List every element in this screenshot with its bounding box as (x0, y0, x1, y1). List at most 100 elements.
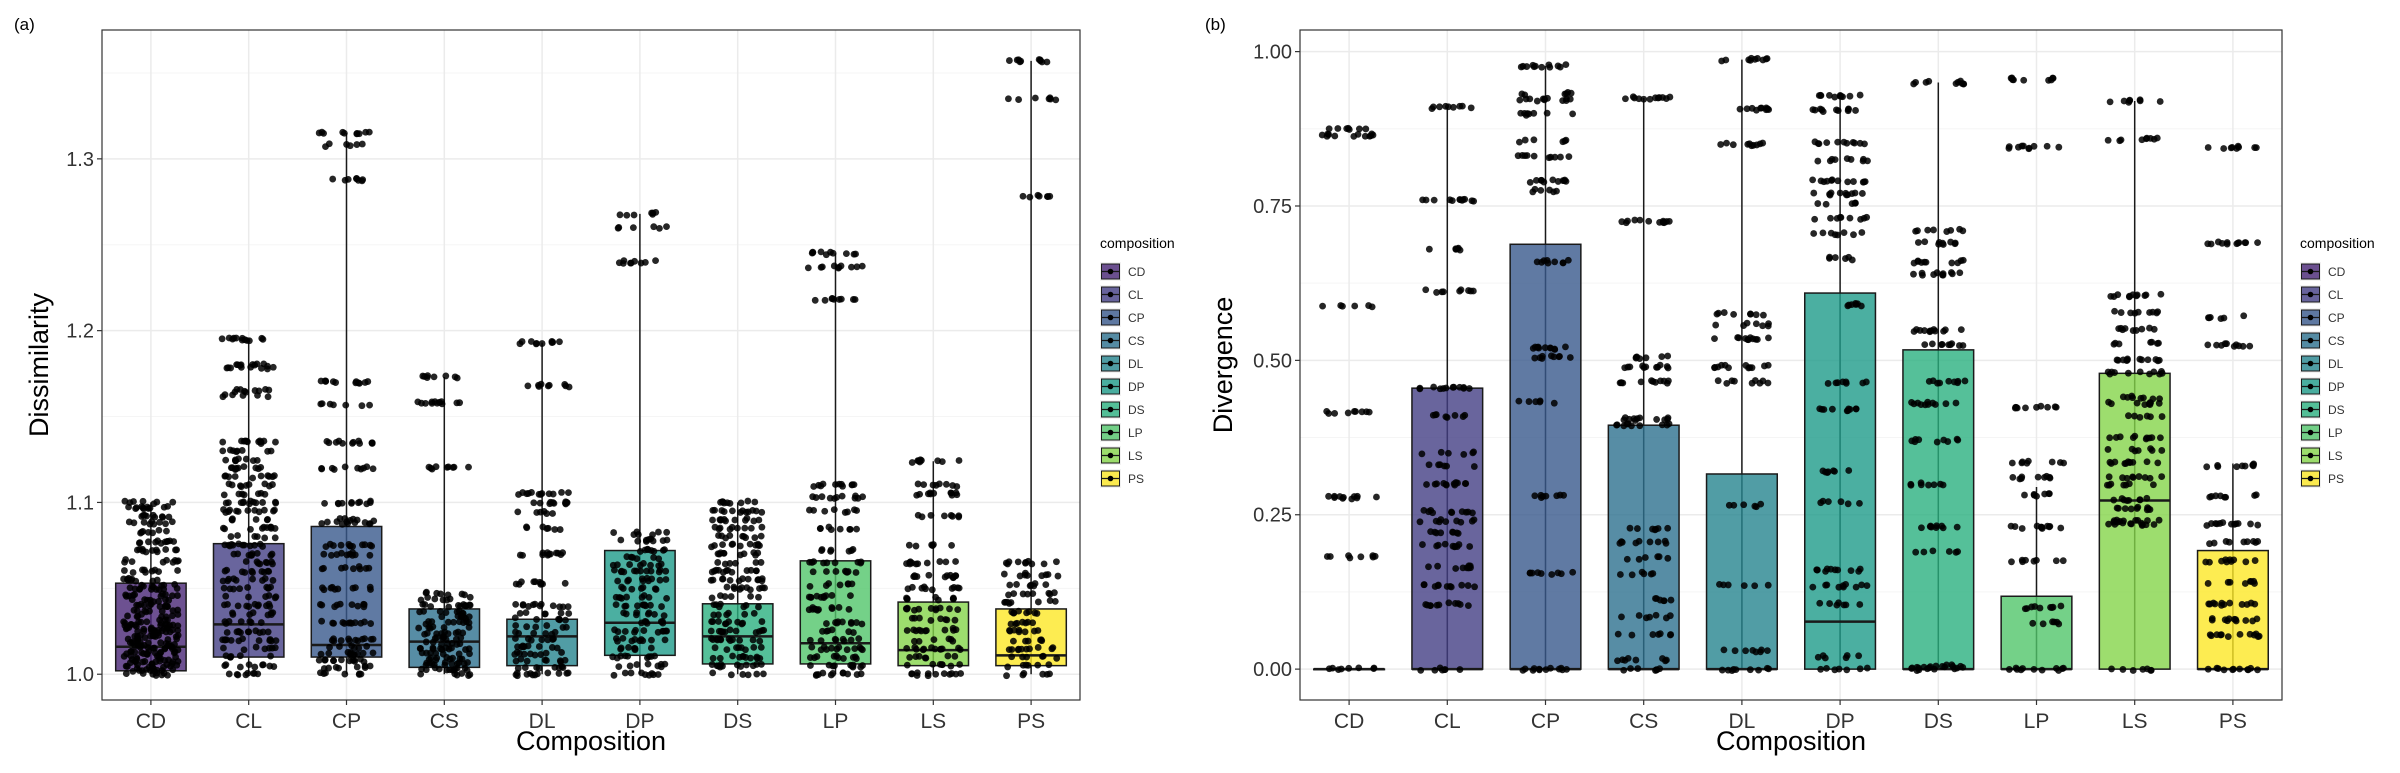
data-point-PS (2204, 144, 2212, 151)
data-point-DS (1947, 341, 1954, 349)
data-point-DP (622, 602, 630, 610)
data-point-LS (944, 652, 952, 660)
data-point-PS (1006, 627, 1013, 634)
data-point-DL (1740, 582, 1748, 590)
data-point-DL (1752, 648, 1760, 656)
data-point-CL (264, 393, 272, 401)
data-point-CL (261, 534, 269, 542)
data-point-CS (431, 398, 439, 406)
data-point-LS (2112, 434, 2120, 441)
data-point-DP (1835, 599, 1842, 607)
data-point-LS (951, 652, 959, 660)
data-point-CD (1318, 131, 1326, 139)
data-point-CP (336, 643, 343, 650)
data-point-DS (710, 611, 718, 619)
data-point-CP (326, 400, 334, 408)
data-point-LP (853, 525, 860, 533)
data-point-DP (659, 619, 667, 627)
data-point-DL (541, 656, 549, 664)
data-point-CD (173, 546, 180, 554)
data-point-DS (734, 618, 742, 626)
data-point-DP (631, 636, 639, 643)
data-point-CS (465, 613, 473, 621)
data-point-CS (1652, 378, 1659, 386)
data-point-CS (1649, 631, 1657, 638)
data-point-LS (2148, 447, 2156, 454)
data-point-CL (263, 559, 271, 567)
data-point-CP (326, 643, 333, 651)
x-tick-label: CL (1434, 710, 1461, 733)
data-point-DS (732, 627, 740, 635)
data-point-CL (225, 473, 233, 481)
data-point-CS (424, 594, 432, 601)
legend-label: LP (1128, 426, 1143, 440)
data-point-CP (1541, 344, 1549, 352)
data-point-LP (2018, 458, 2026, 466)
data-point-CL (1458, 581, 1466, 589)
data-point-LP (2018, 556, 2026, 564)
data-point-CL (1442, 413, 1450, 421)
data-point-PS (2238, 601, 2246, 608)
data-point-PS (2204, 580, 2212, 587)
data-point-CL (267, 524, 275, 532)
data-point-CD (153, 498, 161, 506)
data-point-CD (157, 539, 165, 547)
data-point-DP (659, 537, 667, 545)
data-point-PS (1030, 582, 1038, 590)
data-point-DP (615, 663, 623, 671)
data-point-PS (2247, 520, 2254, 528)
data-point-CL (1471, 583, 1478, 591)
data-point-DP (1814, 200, 1822, 207)
data-point-CP (1554, 178, 1562, 185)
data-point-LP (827, 547, 834, 555)
data-point-CP (1540, 178, 1548, 186)
data-point-LS (937, 645, 945, 653)
data-point-CD (170, 538, 178, 545)
data-point-CL (222, 499, 230, 507)
data-point-PS (2229, 666, 2237, 674)
data-point-DP (652, 208, 660, 216)
data-point-CS (1665, 420, 1673, 428)
data-point-DP (1844, 407, 1852, 415)
data-point-CL (246, 542, 254, 550)
data-point-DS (1925, 481, 1932, 489)
data-point-CP (366, 551, 374, 559)
y-tick-label: 1.00 (1253, 42, 1292, 64)
data-point-LS (2131, 447, 2139, 455)
data-point-DL (1714, 377, 1722, 385)
data-point-DP (1817, 91, 1825, 99)
data-point-CL (1420, 506, 1428, 514)
data-point-DP (647, 561, 654, 569)
data-point-LS (2106, 370, 2114, 378)
data-point-LS (2136, 496, 2144, 504)
data-point-DP (649, 537, 657, 545)
data-point-PS (1005, 600, 1013, 607)
data-point-CS (442, 372, 450, 380)
data-point-PS (1051, 597, 1059, 605)
data-point-DP (1847, 567, 1855, 575)
data-point-DL (533, 339, 540, 347)
data-point-DP (1844, 500, 1852, 508)
data-point-CL (1435, 601, 1443, 609)
data-point-CP (348, 601, 356, 609)
x-tick-label: LP (2024, 710, 2050, 733)
data-point-CP (360, 603, 368, 611)
data-point-DP (638, 593, 646, 601)
data-point-CP (333, 551, 341, 558)
data-point-LS (955, 457, 963, 464)
data-point-PS (1010, 590, 1018, 597)
data-point-DS (1930, 665, 1938, 673)
x-tick-label: CD (136, 710, 166, 733)
data-point-CP (1560, 491, 1568, 499)
data-point-CS (1628, 571, 1636, 579)
data-point-DL (516, 609, 524, 617)
data-point-DL (523, 657, 531, 665)
data-point-LS (2113, 356, 2121, 364)
data-point-DS (743, 514, 751, 522)
data-point-CL (264, 628, 272, 636)
data-point-CL (228, 464, 236, 472)
data-point-CP (1531, 354, 1539, 362)
data-point-DP (620, 609, 628, 617)
data-point-DS (1929, 377, 1937, 385)
data-point-DP (628, 585, 636, 593)
